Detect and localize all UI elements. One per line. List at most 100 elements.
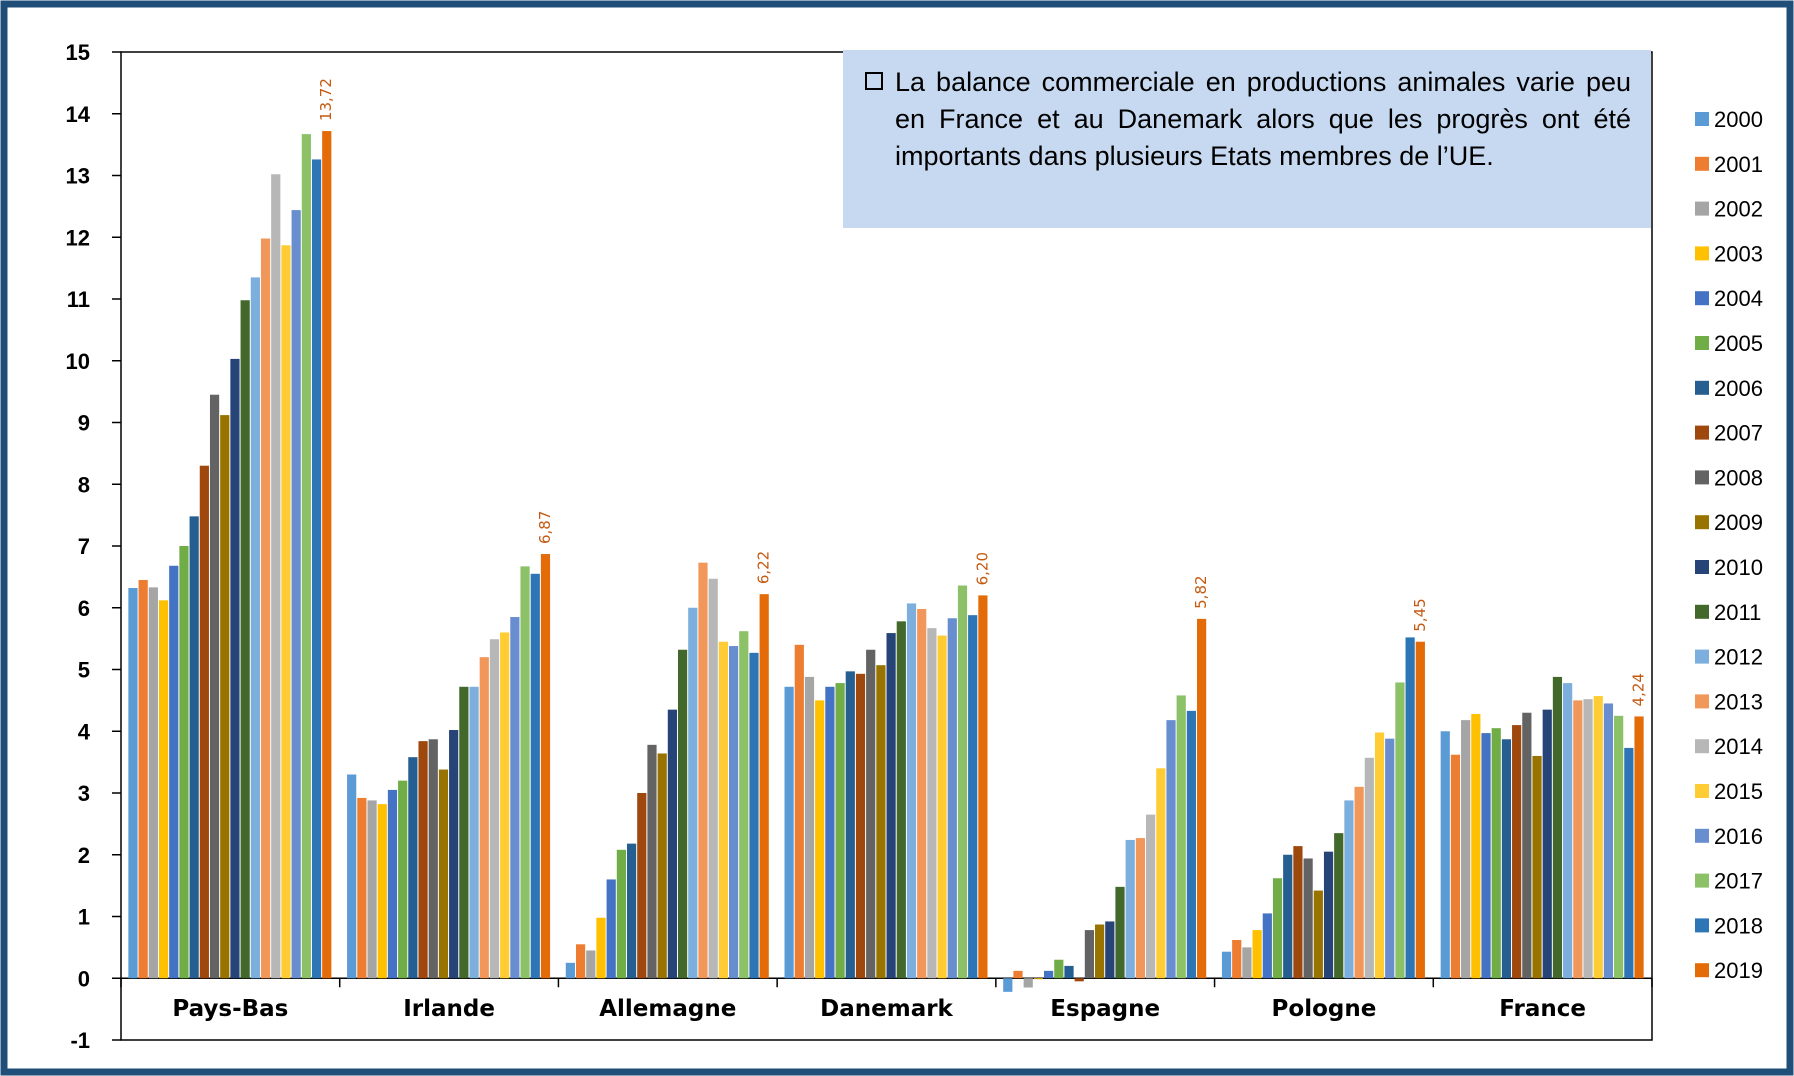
bar-2019-Pays-Bas [322,131,332,979]
bar-2010-France [1542,709,1552,979]
bar-2013-Espagne [1135,838,1146,979]
bar-2006-Pays-Bas [189,516,199,979]
bar-2000-Espagne [1003,978,1013,992]
bar-2018-Pologne [1405,637,1415,979]
bar-2010-Irlande [449,730,459,979]
bar-2006-Irlande [408,757,418,979]
legend-swatch [1695,156,1709,171]
legend-swatch [1695,246,1709,261]
value-label: 5,82 [1192,575,1210,608]
x-category-label: Irlande [403,996,495,1022]
bar-2013-France [1573,700,1583,979]
bar-2002-Pays-Bas [148,587,158,979]
bar-2006-Allemagne [626,843,637,979]
bar-2004-Pays-Bas [169,565,179,979]
x-category-label: Danemark [820,996,953,1022]
bar-2003-Irlande [377,804,387,979]
bar-2015-Allemagne [718,641,728,979]
y-tick-label: 1 [78,905,90,930]
bar-2017-France [1614,715,1624,979]
legend-label: 2019 [1714,958,1763,983]
legend-swatch [1695,201,1709,216]
bar-2011-Pologne [1334,833,1344,979]
bar-2009-France [1532,755,1542,979]
y-tick-label: 8 [78,472,90,497]
bar-2019-Irlande [540,554,551,979]
bar-2005-Irlande [398,780,408,979]
bar-2017-Pays-Bas [301,134,311,979]
bar-2019-Danemark [978,595,988,979]
bar-2011-Pays-Bas [240,300,250,979]
bar-2005-Danemark [835,683,845,979]
bar-2016-Allemagne [728,646,739,979]
bar-2009-Allemagne [657,753,667,979]
legend-swatch [1695,515,1709,530]
legend-swatch [1695,336,1709,350]
legend-swatch [1695,649,1709,664]
bar-2001-Allemagne [575,944,586,979]
bar-2009-Danemark [876,665,886,979]
bar-2006-France [1501,739,1512,979]
legend-swatch [1695,694,1709,709]
bar-2018-Irlande [530,573,540,979]
legend-label: 2017 [1714,869,1763,894]
bar-2002-Allemagne [586,950,596,979]
bar-2003-Pays-Bas [158,600,169,979]
x-category-label: Pologne [1272,996,1377,1022]
bar-2009-Irlande [438,769,449,979]
bar-2007-France [1512,725,1522,979]
legend-swatch [1695,291,1709,306]
y-tick-label: 14 [66,102,91,127]
legend-label: 2009 [1714,510,1763,535]
value-label: 13,72 [317,78,335,121]
legend-label: 2007 [1714,421,1763,446]
value-label: 6,87 [536,511,554,544]
bar-2018-Espagne [1186,710,1197,979]
legend-swatch [1695,604,1709,619]
bar-2016-Pologne [1385,738,1395,979]
bar-2013-Irlande [479,657,489,979]
value-label: 6,22 [755,551,773,584]
legend-label: 2008 [1714,465,1763,490]
y-tick-label: -1 [70,1028,90,1053]
bar-2017-Allemagne [739,631,749,979]
bar-2001-Espagne [1013,970,1023,979]
bar-2001-France [1450,754,1461,979]
bar-2015-Pays-Bas [281,245,291,979]
bar-2004-Espagne [1044,970,1054,979]
y-tick-label: 2 [78,843,90,868]
bar-2003-Pologne [1252,930,1262,979]
bar-2001-Irlande [357,797,367,979]
bar-2004-Pologne [1262,913,1272,979]
bar-2002-Irlande [367,800,377,979]
bar-2015-Espagne [1156,768,1166,979]
y-tick-label: 13 [66,164,90,189]
bar-2007-Irlande [418,741,428,979]
bar-2001-Pologne [1232,939,1242,979]
bar-2004-Danemark [825,686,835,979]
y-tick-label: 5 [78,658,90,683]
legend-label: 2015 [1714,779,1763,804]
bar-2008-Danemark [866,649,876,979]
bar-2018-Pays-Bas [311,159,322,979]
bar-2019-Pologne [1415,641,1425,979]
legend-swatch [1695,784,1709,798]
bar-2006-Danemark [845,671,855,979]
legend-label: 2012 [1714,645,1763,670]
bar-2016-Espagne [1166,720,1176,979]
bar-2008-France [1522,712,1532,979]
bar-2005-Espagne [1054,959,1064,979]
legend-label: 2016 [1714,824,1763,849]
bar-2019-Espagne [1197,618,1207,979]
legend-swatch [1695,873,1709,888]
annotation-box: La balance commerciale en productions an… [843,50,1651,228]
bar-2015-France [1593,696,1603,979]
annotation-text: La balance commerciale en productions an… [895,67,1631,171]
legend-swatch [1695,739,1709,754]
legend-label: 2001 [1714,152,1763,177]
legend-label: 2006 [1714,376,1763,401]
bar-2014-Danemark [927,628,937,979]
legend-swatch [1695,112,1709,126]
bar-2018-Allemagne [749,652,759,979]
